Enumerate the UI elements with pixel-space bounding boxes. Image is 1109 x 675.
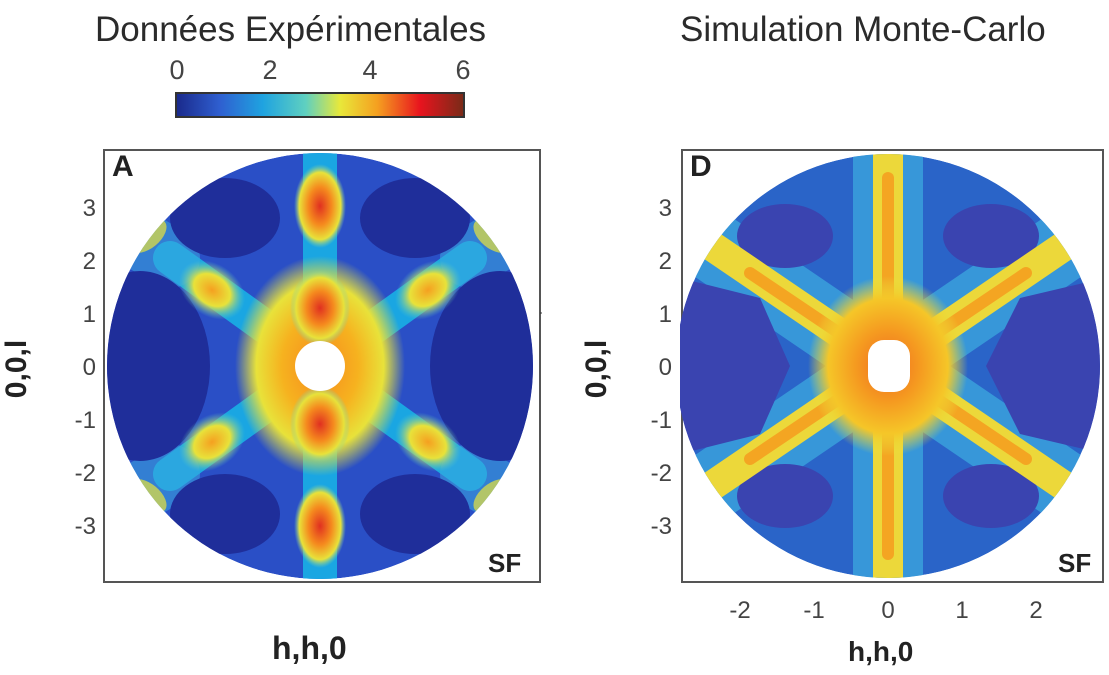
panel-d-ylabel: 0,0,l [580,339,614,399]
panel-a-ytick: 2 [82,248,96,275]
panel-d-xtick: 2 [1029,597,1043,624]
panel-a-ytick: -2 [74,460,96,487]
panel-a-ytick: 1 [82,301,96,328]
panel-d-xlabel: h,h,0 [848,636,914,667]
colorbar-tick-4: 4 [362,55,378,85]
panel-d-ytick: 3 [658,195,672,222]
panel-a-xlabel: h,h,0 [272,630,347,666]
panel-d-xtick: -2 [729,597,751,624]
panel-a-ytick: 3 [82,195,96,222]
panel-a-ytick: 0 [82,354,96,381]
panel-d-sf-label: SF [1058,548,1092,578]
colorbar-tick-0: 0 [169,55,185,85]
panel-d-ytick: 0 [658,354,672,381]
title-experimental: Données Expérimentales [95,10,487,49]
panel-d-ytick: 1 [658,301,672,328]
colorbar-tick-6: 6 [455,55,471,85]
title-simulation: Simulation Monte-Carlo [680,10,1046,49]
panel-a-letter: A [112,150,134,183]
panel-d-ytick: -3 [650,513,672,540]
panel-a-ytick: -1 [74,407,96,434]
panel-d-map [680,149,1104,583]
panel-d-xtick: -1 [803,597,825,624]
panel-d-ytick: 2 [658,248,672,275]
panel-d-ytick: -2 [650,460,672,487]
panel-a-ytick: -3 [74,513,96,540]
panel-d-xtick: 0 [881,597,895,624]
panel-a-sf-label: SF [488,548,522,578]
panel-d-xtick: 1 [955,597,969,624]
colorbar-tick-2: 2 [262,55,278,85]
panel-a-map [103,149,542,583]
panel-d-ytick: -1 [650,407,672,434]
panel-a-ylabel: 0,0,l [0,339,34,399]
colorbar [175,92,465,118]
panel-d-letter: D [690,150,712,183]
